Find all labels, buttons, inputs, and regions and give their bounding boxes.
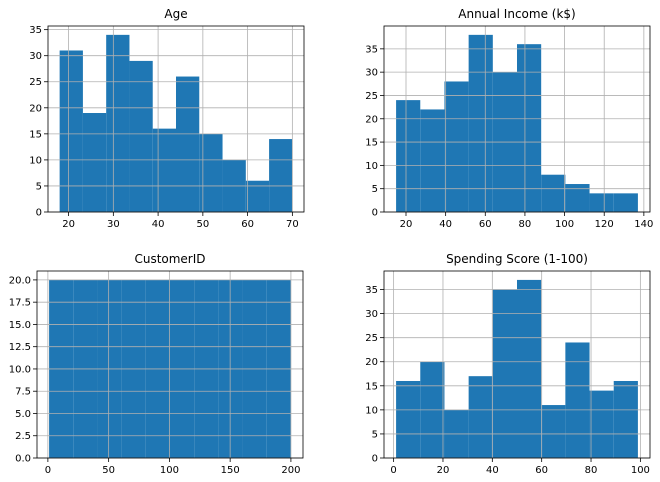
y-tick-label: 30: [29, 51, 42, 62]
axes-frame: [383, 270, 651, 459]
histogram-bar: [199, 133, 223, 212]
y-tick-label: 5: [372, 429, 378, 440]
x-tick-label: 50: [196, 219, 209, 230]
x-tick-label: 80: [519, 219, 532, 230]
histogram-bar: [245, 180, 270, 212]
histogram-bar: [565, 184, 590, 212]
histogram-bar: [589, 390, 614, 458]
histogram-bar: [468, 376, 493, 458]
y-tick-label: 10: [29, 155, 42, 166]
y-tick-label: 0: [36, 208, 42, 219]
x-tick-label: 80: [585, 465, 598, 476]
x-tick-label: 60: [241, 219, 254, 230]
panel-spending-score: Spending Score (1-100) 0 20 40 60 80 100 0 5 10 1…: [365, 252, 651, 476]
histogram-bar: [152, 128, 176, 212]
histogram-bar: [565, 342, 590, 458]
y-tick-label: 0.0: [15, 454, 31, 465]
histogram-bar: [420, 109, 445, 212]
y-tick-label: 25: [29, 77, 42, 88]
y-tick-label: 25: [365, 333, 378, 344]
x-tick-label: 40: [486, 465, 499, 476]
x-tick-label: 100: [160, 465, 179, 476]
axes-frame: [47, 25, 305, 213]
histogram-bar: [492, 289, 517, 458]
y-tick-label: 35: [365, 285, 378, 296]
x-tick-label: 150: [221, 465, 240, 476]
panel-title: CustomerID: [134, 252, 205, 266]
y-tick-label: 15: [29, 129, 42, 140]
y-tick-label: 25: [365, 91, 378, 102]
panel-title: Age: [164, 7, 187, 21]
y-tick-label: 10: [365, 161, 378, 172]
panel-age: Age 20 30 40 50 60 70 0 5 10 15 20 25 30 35: [29, 7, 305, 230]
x-tick-label: 70: [286, 219, 299, 230]
x-tick-label: 40: [152, 219, 165, 230]
x-tick-label: 40: [439, 219, 452, 230]
histogram-bar: [517, 279, 542, 458]
y-tick-label: 30: [365, 309, 378, 320]
histogram-bar: [613, 380, 638, 458]
histogram-bar: [396, 380, 421, 458]
y-tick-label: 2.5: [15, 431, 31, 442]
x-tick-label: 0: [45, 465, 51, 476]
histogram-bar: [176, 76, 200, 213]
y-tick-label: 20: [365, 357, 378, 368]
y-tick-label: 15: [365, 381, 378, 392]
y-tick-label: 30: [365, 68, 378, 79]
panel-annual-income: Annual Income (k$) 20 40 60 80 100 120 140 0 5 10…: [365, 7, 653, 230]
y-tick-label: 12.5: [9, 342, 31, 353]
y-tick-label: 20: [365, 114, 378, 125]
y-tick-label: 17.5: [9, 298, 31, 309]
histogram-bar: [589, 193, 614, 212]
histogram-bar: [129, 60, 153, 212]
y-tick-label: 5.0: [15, 409, 31, 420]
histogram-bar: [517, 44, 542, 212]
x-tick-label: 100: [631, 465, 650, 476]
histogram-bar: [396, 100, 421, 212]
x-tick-label: 20: [62, 219, 75, 230]
axes-frame: [36, 270, 304, 459]
y-tick-label: 20: [29, 103, 42, 114]
histogram-bar: [59, 50, 83, 212]
x-tick-label: 30: [107, 219, 120, 230]
x-tick-label: 60: [535, 465, 548, 476]
y-tick-label: 15: [365, 138, 378, 149]
x-tick-label: 60: [479, 219, 492, 230]
panel-customer-id: CustomerID 0 50 100 150 200 0.0 2.5 5.0 7.5 10.0 1…: [9, 252, 304, 476]
x-tick-label: 200: [281, 465, 300, 476]
x-tick-label: 140: [634, 219, 653, 230]
y-tick-label: 5: [372, 184, 378, 195]
panel-title: Spending Score (1-100): [446, 252, 588, 266]
y-tick-label: 35: [365, 44, 378, 55]
y-tick-label: 35: [29, 25, 42, 36]
y-tick-label: 20.0: [9, 275, 31, 286]
y-tick-label: 7.5: [15, 387, 31, 398]
histogram-bar: [468, 34, 493, 212]
y-tick-label: 5: [36, 181, 42, 192]
x-tick-label: 100: [555, 219, 574, 230]
x-tick-label: 20: [400, 219, 413, 230]
x-tick-label: 20: [437, 465, 450, 476]
y-tick-label: 10.0: [9, 364, 31, 375]
y-tick-label: 15.0: [9, 320, 31, 331]
x-tick-label: 50: [102, 465, 115, 476]
x-tick-label: 0: [390, 465, 396, 476]
histogram-bar: [269, 139, 293, 212]
histogram-bar: [444, 81, 469, 212]
histogram-bar: [106, 34, 130, 212]
y-tick-label: 10: [365, 405, 378, 416]
y-tick-label: 0: [372, 454, 378, 465]
x-tick-label: 120: [595, 219, 614, 230]
histogram-bar: [541, 174, 566, 212]
histogram-bar: [613, 193, 638, 212]
y-tick-label: 0: [372, 208, 378, 219]
histogram-bar: [82, 113, 107, 212]
histogram-bar: [541, 405, 566, 458]
panel-title: Annual Income (k$): [458, 7, 575, 21]
